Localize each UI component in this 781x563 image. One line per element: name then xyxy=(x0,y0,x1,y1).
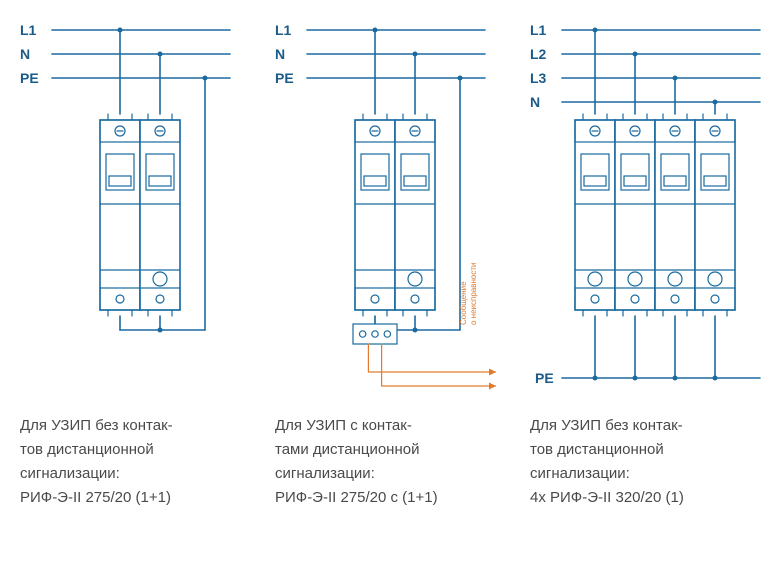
svg-text:PE: PE xyxy=(20,70,39,86)
svg-text:4х РИФ-Э-II 320/20 (1): 4х РИФ-Э-II 320/20 (1) xyxy=(530,489,684,506)
svg-text:сигнализации:: сигнализации: xyxy=(530,465,630,482)
svg-text:L1: L1 xyxy=(20,22,37,38)
svg-text:Для УЗИП без контак-: Для УЗИП без контак- xyxy=(20,417,173,434)
svg-text:L1: L1 xyxy=(275,22,292,38)
svg-text:L1: L1 xyxy=(530,22,547,38)
svg-text:N: N xyxy=(275,46,285,62)
caption-b: Для УЗИП с контак-тами дистанционной сигн… xyxy=(275,417,438,506)
svg-text:N: N xyxy=(20,46,30,62)
svg-text:PE: PE xyxy=(275,70,294,86)
svg-text:тами дистанционной: тами дистанционной xyxy=(275,441,419,458)
svg-text:тов дистанционной: тов дистанционной xyxy=(530,441,664,458)
svg-text:Для УЗИП без контак-: Для УЗИП без контак- xyxy=(530,417,683,434)
svg-text:тов дистанционной: тов дистанционной xyxy=(20,441,154,458)
svg-text:сигнализации:: сигнализации: xyxy=(20,465,120,482)
diagram-a: L1 N PE xyxy=(20,22,230,333)
diagram-c: L1 L2 L3 N PE xyxy=(530,22,760,386)
diagram-b: L1 N PE Сообщениео неисправности xyxy=(275,22,496,386)
svg-text:РИФ-Э-II 275/20 с (1+1): РИФ-Э-II 275/20 с (1+1) xyxy=(275,489,438,506)
caption-c: Для УЗИП без контак-тов дистанционной сиг… xyxy=(530,417,684,506)
svg-text:L2: L2 xyxy=(530,46,547,62)
svg-text:РИФ-Э-II 275/20 (1+1): РИФ-Э-II 275/20 (1+1) xyxy=(20,489,171,506)
svg-text:PE: PE xyxy=(535,370,554,386)
svg-text:Сообщениео неисправности: Сообщениео неисправности xyxy=(459,263,478,326)
svg-text:Для УЗИП с контак-: Для УЗИП с контак- xyxy=(275,417,412,434)
caption-a: Для УЗИП без контак-тов дистанционной сиг… xyxy=(20,417,173,506)
svg-text:L3: L3 xyxy=(530,70,547,86)
svg-text:N: N xyxy=(530,94,540,110)
svg-text:сигнализации:: сигнализации: xyxy=(275,465,375,482)
